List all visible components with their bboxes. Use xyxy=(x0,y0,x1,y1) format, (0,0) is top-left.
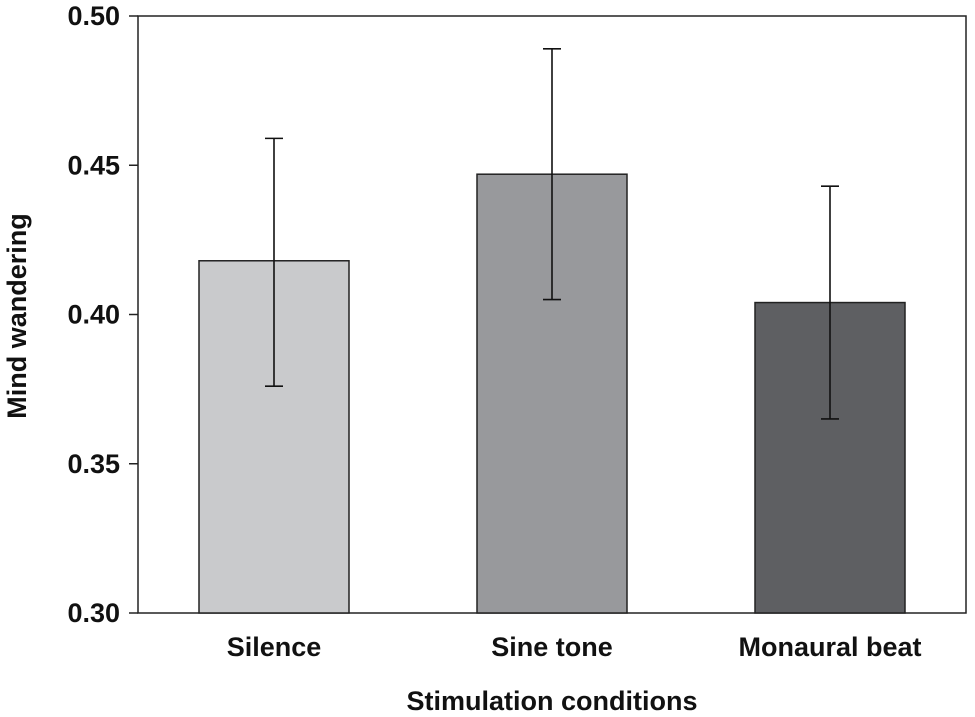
y-tick-label: 0.45 xyxy=(67,150,120,180)
x-tick-label: Monaural beat xyxy=(738,632,921,662)
y-tick-label: 0.35 xyxy=(67,449,120,479)
x-axis-title: Stimulation conditions xyxy=(407,686,698,716)
x-tick-label: Silence xyxy=(227,632,322,662)
error-bars-group xyxy=(265,48,839,420)
x-tick-label: Sine tone xyxy=(491,632,613,662)
x-axis: Silence Sine tone Monaural beat xyxy=(227,632,922,662)
y-tick-label: 0.50 xyxy=(67,1,120,31)
y-axis: 0.30 0.35 0.40 0.45 0.50 xyxy=(67,1,138,628)
y-axis-title: Mind wandering xyxy=(2,213,32,419)
y-tick-label: 0.30 xyxy=(67,598,120,628)
y-tick-label: 0.40 xyxy=(67,300,120,330)
